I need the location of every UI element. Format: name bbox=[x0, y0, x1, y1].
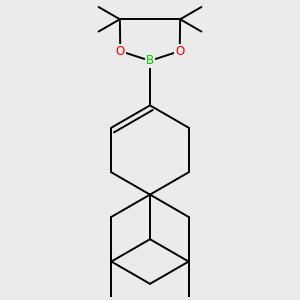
Text: O: O bbox=[175, 45, 184, 58]
Text: O: O bbox=[116, 45, 125, 58]
Text: B: B bbox=[146, 54, 154, 67]
